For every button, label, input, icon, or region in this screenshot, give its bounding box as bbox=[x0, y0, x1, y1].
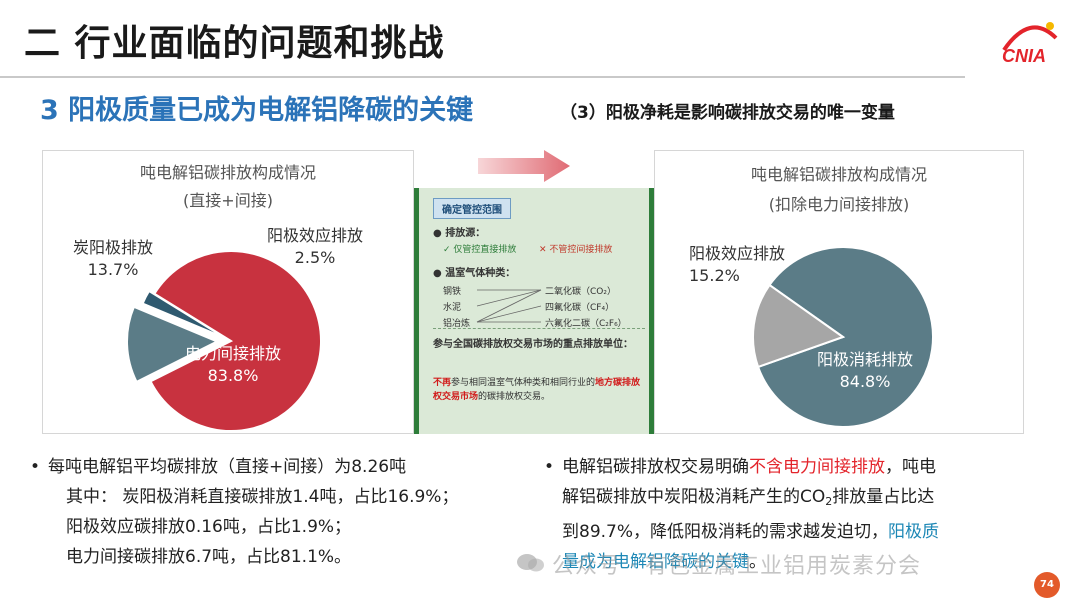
doc-industry: 钢铁 bbox=[443, 287, 462, 297]
right-pie-subtitle: (扣除电力间接排放) bbox=[768, 195, 910, 214]
left-pie-title: 吨电解铝碳排放构成情况 bbox=[139, 163, 316, 182]
bullet-line: 电力间接碳排放6.7吨，占比81.1%。 bbox=[66, 547, 352, 567]
label-effect: 阳极效应排放 2.5% bbox=[267, 226, 364, 267]
doc-connector-lines bbox=[476, 289, 542, 323]
page-title: 二 行业面临的问题和挑战 bbox=[24, 23, 445, 64]
cnia-logo: CNIA bbox=[1002, 22, 1058, 66]
doc-note: 不再参与相同温室气体种类和相同行业的地方碳排放权交易市场的碳排放权交易。 bbox=[433, 378, 641, 402]
bullet-line: 其中： 炭阳极消耗直接碳排放1.4吨，占比16.9%； bbox=[66, 487, 459, 507]
label-consume: 阳极消耗排放 84.8% bbox=[817, 350, 914, 391]
page-number-badge: 74 bbox=[1034, 572, 1060, 598]
right-pie-panel: 吨电解铝碳排放构成情况 (扣除电力间接排放) 阳极效应排放 15.2% 阳极消耗… bbox=[654, 150, 1024, 434]
bullet-line: • 每吨电解铝平均碳排放（直接+间接）为8.26吨 bbox=[30, 457, 407, 477]
doc-unit-title: 参与全国碳排放权交易市场的重点排放单位： bbox=[433, 339, 633, 350]
section-subtitle: 3 阳极质量已成为电解铝降碳的关键 bbox=[40, 95, 474, 126]
left-pie-chart bbox=[126, 250, 322, 432]
left-bullet-block: • 每吨电解铝平均碳排放（直接+间接）为8.26吨 其中： 炭阳极消耗直接碳排放1… bbox=[30, 452, 530, 572]
left-pie-panel: 吨电解铝碳排放构成情况 (直接+间接) 炭阳极排放 13.7% 阳极效应排放 2… bbox=[42, 150, 414, 434]
pie-slice-1 bbox=[752, 283, 846, 369]
header-divider bbox=[0, 76, 965, 78]
label-power: 电力间接排放 83.8% bbox=[185, 344, 282, 385]
bullet-line: 到89.7%，降低阳极消耗的需求越发迫切，阳极质 bbox=[562, 522, 940, 542]
label-anode: 炭阳极排放 13.7% bbox=[73, 238, 154, 279]
doc-industry: 铝冶炼 bbox=[443, 319, 471, 329]
bullet-line: 阳极效应碳排放0.16吨，占比1.9%； bbox=[66, 517, 352, 537]
pie-slice-0 bbox=[149, 250, 322, 432]
right-arrow-icon bbox=[478, 150, 570, 182]
pie-slice-1 bbox=[126, 305, 220, 384]
pie-slice-0 bbox=[756, 246, 934, 428]
doc-gas: 四氟化碳（CF₄） bbox=[545, 303, 615, 313]
label-effect-right: 阳极效应排放 15.2% bbox=[689, 244, 786, 285]
right-pie-title: 吨电解铝碳排放构成情况 bbox=[750, 165, 927, 184]
bullet-line: • 电解铝碳排放权交易明确不含电力间接排放，吨电 bbox=[544, 457, 936, 477]
watermark: 公众号 · 有色金属工业铝用炭素分会 bbox=[552, 554, 921, 579]
doc-gas-title: ● 温室气体种类： bbox=[433, 268, 516, 279]
doc-divider bbox=[433, 328, 645, 329]
left-pie-subtitle: (直接+间接) bbox=[183, 191, 273, 210]
doc-industry: 水泥 bbox=[443, 303, 462, 313]
pie-slice-2 bbox=[141, 289, 227, 340]
logo-text: CNIA bbox=[1002, 46, 1046, 66]
doc-source-no: ✕ 不管控间接排放 bbox=[539, 245, 613, 255]
bullet-line: 解铝碳排放中炭阳极消耗产生的CO2排放量占比达 bbox=[562, 487, 935, 508]
doc-gas: 二氧化碳（CO₂） bbox=[545, 287, 616, 297]
bullet-line: 量成为电解铝降碳的关键。 bbox=[562, 552, 766, 572]
doc-source-title: ● 排放源： bbox=[433, 228, 486, 239]
policy-document-image: 确定管控范围 ● 排放源： ✓ 仅管控直接排放 ✕ 不管控间接排放 ● 温室气体… bbox=[414, 188, 654, 434]
doc-source-yes: ✓ 仅管控直接排放 bbox=[443, 245, 517, 255]
right-pie-chart bbox=[752, 246, 934, 428]
section-note: （3）阳极净耗是影响碳排放交易的唯一变量 bbox=[560, 103, 895, 123]
wechat-icon bbox=[517, 554, 544, 572]
doc-heading: 确定管控范围 bbox=[433, 198, 511, 219]
right-bullet-block: • 电解铝碳排放权交易明确不含电力间接排放，吨电 解铝碳排放中炭阳极消耗产生的CO… bbox=[544, 452, 1044, 577]
doc-gas: 六氟化二碳（C₂F₆） bbox=[545, 319, 627, 329]
